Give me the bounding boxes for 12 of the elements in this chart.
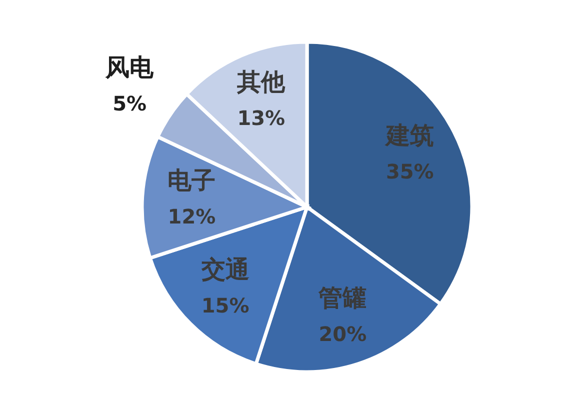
- data-label: 15%: [201, 294, 250, 318]
- slice-label: 风电: [104, 53, 155, 82]
- slice-label: 交通: [200, 256, 250, 284]
- data-label: 12%: [168, 204, 216, 229]
- slice-label: 管罐: [318, 284, 367, 312]
- data-label: 20%: [318, 322, 367, 346]
- data-label: 13%: [237, 106, 286, 130]
- data-label: 35%: [386, 160, 434, 184]
- data-label: 5%: [112, 91, 147, 116]
- slice-label: 建筑: [384, 122, 434, 150]
- slice-label: 其他: [236, 68, 286, 96]
- slice-label: 电子: [168, 166, 216, 195]
